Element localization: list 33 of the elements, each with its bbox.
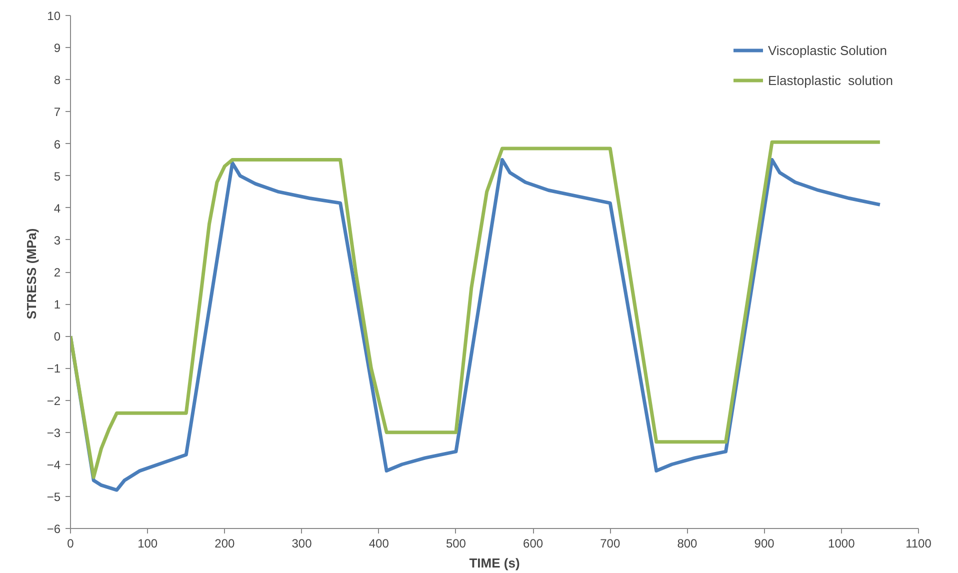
x-tick-label: 300: [292, 536, 312, 550]
y-tick-label: −4: [46, 458, 61, 472]
x-tick-label: 900: [754, 536, 775, 550]
y-tick-label: 9: [54, 41, 61, 56]
y-axis-title: STRESS (MPa): [24, 228, 39, 320]
x-tick-label: 1100: [906, 536, 932, 550]
y-tick-label: 7: [54, 105, 61, 120]
y-tick-label: 0: [54, 330, 61, 344]
legend-label: Viscoplastic Solution: [768, 42, 887, 58]
y-tick-label: 4: [54, 201, 61, 216]
y-tick-label: 10: [47, 9, 61, 23]
x-tick-label: 1000: [828, 536, 856, 550]
y-tick-label: −5: [46, 490, 61, 504]
y-tick-label: 2: [54, 266, 61, 280]
y-tick-label: 1: [54, 298, 61, 312]
x-tick-label: 600: [523, 536, 544, 550]
x-axis-title: TIME (s): [469, 556, 520, 570]
x-tick-label: 200: [214, 536, 236, 550]
x-tick-label: 500: [446, 536, 466, 550]
x-tick-label: 700: [600, 536, 620, 550]
x-tick-label: 800: [677, 536, 698, 550]
y-tick-label: −6: [46, 522, 61, 536]
y-tick-label: −2: [46, 394, 61, 408]
x-tick-label: 100: [138, 536, 158, 550]
legend-label: Elastoplastic solution: [768, 72, 893, 88]
y-tick-label: 6: [54, 137, 61, 152]
y-tick-label: 3: [54, 233, 61, 248]
x-tick-label: 400: [368, 536, 390, 550]
y-tick-label: −1: [46, 362, 61, 376]
x-tick-label: 0: [67, 536, 74, 550]
y-tick-label: 8: [54, 73, 61, 88]
y-tick-label: 5: [54, 169, 61, 184]
y-tick-label: −3: [46, 426, 61, 440]
